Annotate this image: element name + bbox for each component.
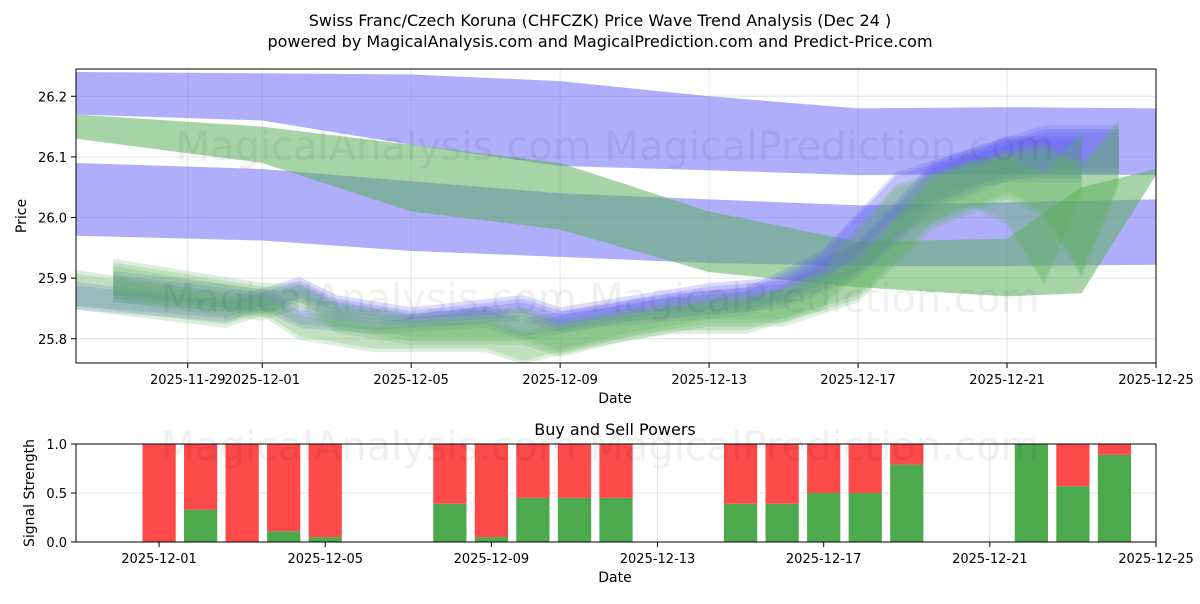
price-wave-3-0 — [113, 132, 1119, 333]
buy-bar — [1097, 454, 1132, 542]
sell-bar — [1097, 444, 1132, 455]
price-wave-4-0 — [113, 126, 1119, 357]
buy-bar — [516, 497, 550, 542]
buy-bar — [1056, 486, 1090, 542]
power-chart-title: Buy and Sell Powers — [534, 420, 696, 439]
main-title: Swiss Franc/Czech Koruna (CHFCZK) Price … — [309, 11, 891, 30]
price-chart-xtick-label: 2025-12-13 — [671, 373, 747, 388]
price-chart-ytick-label: 26.0 — [38, 212, 67, 227]
price-chart-watermark-bottom: MagicalAnalysis.com MagicalPrediction.co… — [161, 276, 1040, 322]
sell-bar — [765, 444, 799, 504]
price-chart-bands — [76, 72, 1156, 363]
power-chart-xtick-label: 2025-12-13 — [620, 552, 696, 567]
sell-bar — [848, 444, 882, 493]
main-subtitle: powered by MagicalAnalysis.com and Magic… — [267, 32, 932, 51]
price-wave-4-1 — [113, 122, 1119, 354]
sell-bar — [433, 444, 467, 504]
power-chart-ytick-label: 0.0 — [46, 536, 67, 551]
power-chart-ytick-label: 0.5 — [46, 487, 67, 502]
buy-bar — [474, 537, 508, 542]
buy-bar — [765, 503, 799, 542]
buy-bar — [184, 509, 218, 542]
price-chart-xtick-label: 2025-12-25 — [1118, 373, 1194, 388]
sell-bar — [557, 444, 592, 498]
sell-bar — [184, 444, 218, 510]
power-chart-xtick-label: 2025-12-21 — [952, 552, 1028, 567]
price-chart-xtick-label: 2025-12-21 — [969, 373, 1045, 388]
price-chart-ytick-label: 26.1 — [38, 151, 67, 166]
buy-bar — [1014, 444, 1048, 542]
buy-bar — [724, 503, 758, 542]
sell-bar — [267, 444, 301, 532]
price-chart-xlabel: Date — [598, 391, 631, 407]
price-chart-ytick-label: 26.2 — [38, 90, 67, 105]
power-chart-xtick-label: 2025-12-17 — [786, 552, 862, 567]
sell-bar — [807, 444, 841, 493]
price-band-2 — [76, 114, 1156, 297]
power-chart-watermark: MagicalAnalysis.com MagicalPrediction.co… — [161, 424, 1040, 470]
sell-bar — [724, 444, 758, 504]
power-chart-ylabel: Signal Strength — [22, 439, 38, 547]
price-chart-xtick-label: 2025-12-05 — [373, 373, 449, 388]
buy-bar — [267, 531, 301, 542]
buy-bar — [308, 537, 342, 542]
sell-bar — [142, 444, 176, 542]
price-chart-xtick-label: 2025-11-29 — [150, 373, 226, 388]
power-chart-ticks: 2025-12-01 2025-12-05 2025-12-09 2025-12-13… — [46, 438, 1193, 567]
sell-bar — [890, 444, 924, 465]
price-band-0 — [76, 72, 1156, 176]
power-chart-ytick-label: 1.0 — [46, 438, 67, 453]
price-chart-xtick-label: 2025-12-09 — [522, 373, 598, 388]
buy-bar — [890, 464, 924, 542]
sell-bar — [474, 444, 508, 538]
buy-bar — [433, 503, 467, 542]
price-wave-4-3 — [113, 119, 1119, 350]
buy-bar — [848, 493, 882, 542]
power-chart-xlabel: Date — [598, 570, 631, 586]
sell-bar — [308, 444, 342, 538]
price-chart-ylabel: Price — [14, 199, 30, 233]
buy-bar — [599, 497, 633, 542]
price-chart-xtick-label: 2025-12-01 — [224, 373, 300, 388]
price-wave-4-2 — [76, 130, 1082, 361]
buy-bar — [557, 497, 592, 542]
price-wave-4-4 — [76, 133, 1082, 363]
power-chart-bars — [142, 444, 1132, 542]
price-chart-ytick-label: 25.9 — [38, 272, 67, 287]
power-chart-xtick-label: 2025-12-09 — [454, 552, 530, 567]
power-chart-xtick-label: 2025-12-05 — [287, 552, 363, 567]
price-chart-xtick-label: 2025-12-17 — [820, 373, 896, 388]
price-chart-ytick-label: 25.8 — [38, 333, 67, 348]
price-wave-3-4 — [76, 139, 1082, 340]
sell-bar — [599, 444, 633, 498]
price-wave-3-1 — [113, 129, 1119, 330]
sell-bar — [1056, 444, 1090, 487]
sell-bar — [225, 444, 259, 542]
power-chart-xtick-label: 2025-12-01 — [121, 552, 197, 567]
price-chart-frame — [75, 68, 1157, 364]
price-wave-3-2 — [76, 136, 1082, 337]
sell-bar — [516, 444, 550, 498]
power-chart-xtick-label: 2025-12-25 — [1118, 552, 1194, 567]
buy-bar — [807, 493, 841, 542]
price-chart-watermark-top: MagicalAnalysis.com MagicalPrediction.co… — [176, 124, 1055, 170]
price-wave-3-3 — [113, 125, 1119, 326]
